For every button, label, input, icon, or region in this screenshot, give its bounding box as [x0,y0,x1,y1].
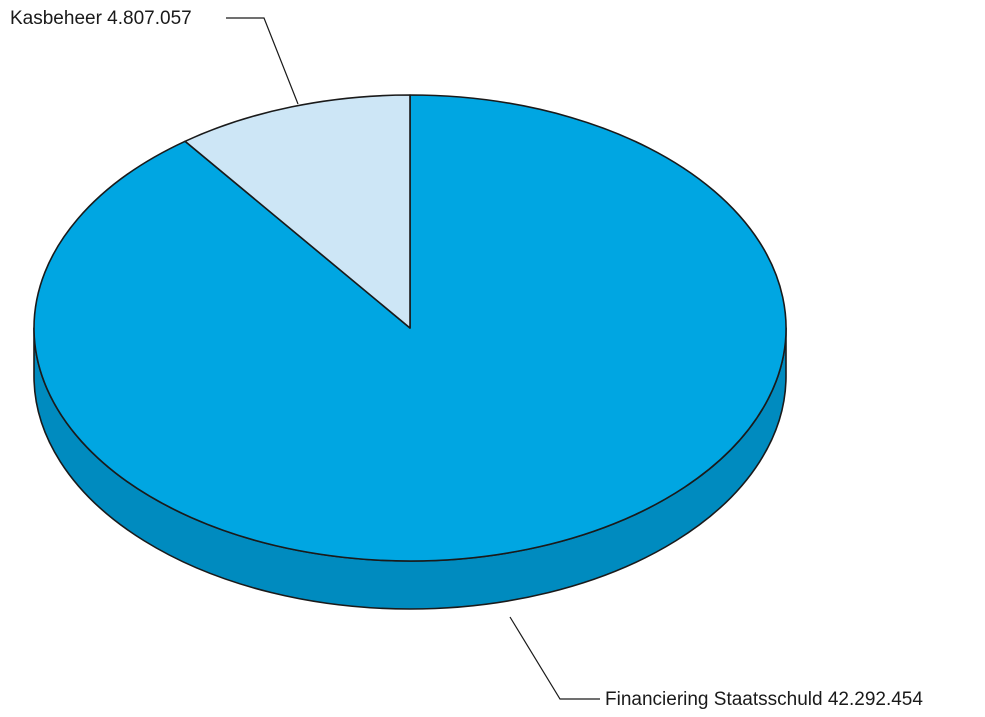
slice-label-kasbeheer: Kasbeheer 4.807.057 [10,8,192,29]
leader-line-financiering [509,616,600,700]
pie-label-layer: Kasbeheer 4.807.057 Financiering Staatss… [10,8,923,710]
leader-line-kasbeheer [226,17,299,105]
pie-top-layer [33,94,787,562]
pie-slice-kasbeheer [184,94,411,329]
slice-label-financiering-staatsschuld: Financiering Staatsschuld 42.292.454 [605,689,923,710]
